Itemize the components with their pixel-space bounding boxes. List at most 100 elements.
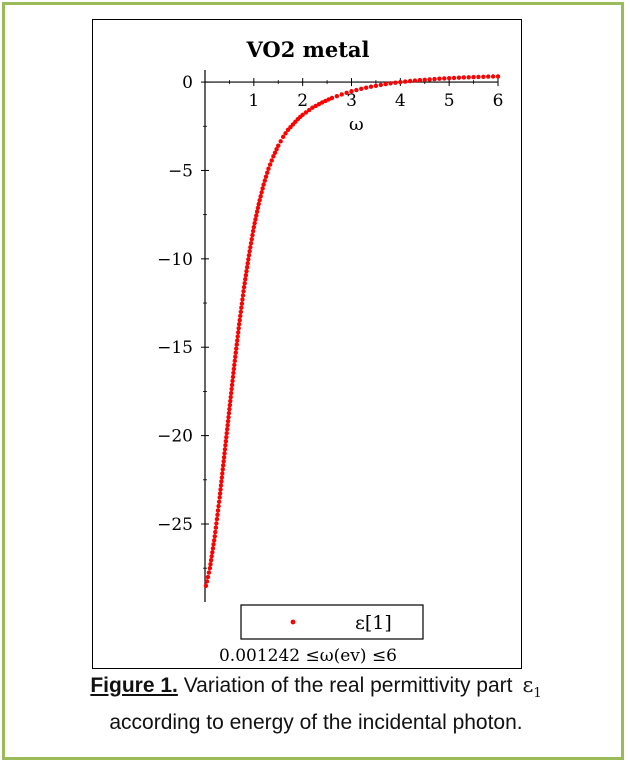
- legend-label: ε[1]: [355, 612, 392, 634]
- caption-line-2: according to energy of the incidental ph…: [109, 711, 523, 734]
- series-0-point: [227, 402, 233, 408]
- series-0-point: [383, 81, 388, 87]
- legend-marker: [290, 619, 296, 625]
- series-0-point: [223, 443, 228, 448]
- series-0-point: [216, 503, 221, 509]
- y-tick-label--5: −5: [168, 161, 193, 181]
- series-0-point: [437, 76, 442, 81]
- series-0-point: [276, 143, 281, 148]
- series-0-point: [211, 542, 216, 547]
- series-0-point: [240, 293, 246, 298]
- series-0-point: [220, 471, 225, 476]
- series-0-point: [490, 74, 496, 79]
- chart-title: VO2 metal: [245, 37, 369, 62]
- series-0-point: [226, 414, 231, 420]
- series-0-point: [209, 554, 214, 559]
- x-tick-label-3: 3: [346, 91, 357, 111]
- series-0-point: [451, 75, 457, 81]
- series-0-point: [253, 217, 258, 222]
- series-0-point: [204, 579, 210, 584]
- series-0-point: [213, 525, 219, 530]
- series-0-point: [378, 82, 383, 88]
- series-0-point: [233, 350, 238, 355]
- series-0-point: [245, 261, 250, 266]
- series-0-point: [238, 313, 243, 319]
- series-0-point: [269, 158, 274, 163]
- series-0-point: [224, 435, 229, 440]
- x-tick-label-1: 1: [248, 91, 259, 111]
- series-0-point: [329, 95, 335, 101]
- x-axis-label: ω: [349, 114, 364, 135]
- series-0-point: [446, 75, 452, 81]
- series-0-point: [388, 81, 393, 86]
- series-0-point: [206, 570, 212, 575]
- series-0-point: [263, 174, 269, 179]
- series-0-point: [244, 269, 249, 274]
- symbol-main: ε: [522, 673, 534, 697]
- series-0-point: [251, 224, 257, 230]
- series-0-point: [208, 562, 213, 567]
- series-0-point: [310, 105, 315, 110]
- series-0-point: [373, 83, 379, 88]
- series-0-point: [230, 374, 236, 380]
- series-0-point: [221, 459, 226, 464]
- series-0-point: [257, 197, 262, 203]
- chart: VO2 metal 1 2 3 4 5 6 ω 0 −5 −10 −15 −20 −25 ε[1] 0.001…: [157, 37, 503, 666]
- series-0-point: [261, 182, 266, 187]
- range-note: 0.001242 ≤ω(ev) ≤6: [219, 646, 397, 666]
- series-0-point: [442, 76, 447, 81]
- series-0-point: [203, 583, 209, 589]
- series-0-point: [207, 565, 213, 571]
- series-0-point: [456, 75, 462, 80]
- series-0-point: [250, 232, 255, 238]
- series-0-point: [219, 475, 225, 480]
- series-0-point: [226, 410, 232, 416]
- caption-text-1: Variation of the real permittivity part: [177, 674, 513, 697]
- legend-box: [240, 604, 424, 640]
- series-0-point: [205, 574, 211, 580]
- series-0-point: [236, 330, 241, 335]
- x-tick-label-5: 5: [444, 91, 455, 111]
- series-0-point: [232, 358, 237, 364]
- series-0-point: [339, 92, 344, 97]
- series-0-point: [368, 84, 374, 89]
- series-0-point: [283, 131, 288, 136]
- plot-area: VO2 metal 1 2 3 4 5 6 ω 0 −5 −10 −15 −20 −25 ε[1] 0.001…: [92, 19, 522, 669]
- series-0-point: [495, 74, 501, 79]
- series-0-point: [481, 74, 486, 79]
- series-0-point: [218, 487, 223, 492]
- series-0-point: [228, 390, 234, 396]
- series-0-point: [235, 338, 240, 343]
- series-0-point: [306, 107, 312, 113]
- series-0-point: [432, 76, 437, 82]
- series-0-point: [313, 103, 318, 109]
- series-0-point: [208, 558, 214, 563]
- series-0-point: [228, 394, 233, 400]
- series-0-point: [221, 455, 227, 460]
- x-tick-label-2: 2: [297, 91, 308, 111]
- series-0-point: [300, 112, 305, 117]
- series-0-point: [237, 317, 242, 323]
- series-0-point: [229, 382, 235, 388]
- series-0-point: [216, 499, 222, 504]
- series-0-point: [260, 186, 265, 191]
- series-0-point: [258, 194, 263, 199]
- epsilon-symbol: ε1: [522, 673, 541, 701]
- caption-line-1: Figure 1. Variation of the real permitti…: [5, 673, 627, 701]
- series-0-point: [246, 253, 252, 258]
- series-0-point: [236, 326, 241, 331]
- series-0-point: [212, 534, 217, 539]
- series-0-point: [359, 86, 364, 91]
- series-0-point: [476, 74, 481, 80]
- series-0-point: [393, 80, 398, 85]
- series-0-point: [217, 491, 223, 496]
- series-0-point: [242, 280, 247, 286]
- series-0-point: [248, 245, 253, 250]
- series-0-point: [214, 516, 220, 522]
- series-0-point: [225, 418, 231, 424]
- x-tick-label-4: 4: [395, 91, 406, 111]
- series-0-point: [222, 451, 227, 456]
- series-0-point: [225, 422, 230, 428]
- series-0-point: [422, 77, 427, 82]
- series-0-point: [278, 139, 283, 144]
